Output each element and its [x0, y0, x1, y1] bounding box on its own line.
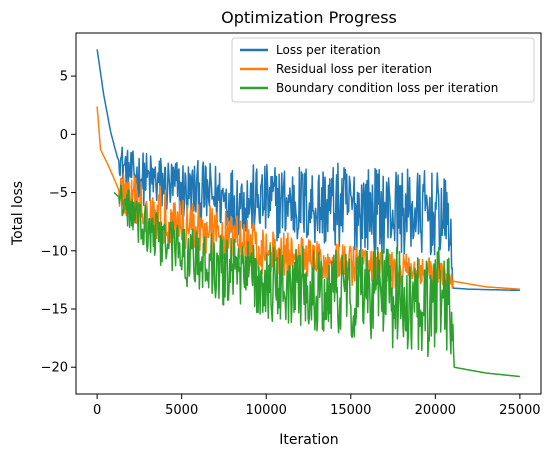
y-tick-label: 0 — [60, 128, 68, 143]
legend-entry: Loss per iteration — [276, 43, 381, 57]
y-tick-label: −10 — [41, 244, 68, 259]
legend: Loss per iteration Residual loss per iter… — [231, 37, 535, 103]
x-axis: 0 5000 10000 15000 20000 25000 — [93, 394, 541, 418]
x-tick-label: 20000 — [415, 403, 456, 418]
x-tick-label: 0 — [93, 403, 101, 418]
legend-entry: Boundary condition loss per iteration — [276, 81, 498, 95]
x-tick-label: 15000 — [330, 403, 371, 418]
legend-box — [231, 37, 535, 103]
y-tick-label: −5 — [49, 186, 68, 201]
series-line-3 — [113, 184, 520, 378]
plot-frame — [75, 32, 542, 395]
y-tick-label: −15 — [41, 302, 68, 317]
y-tick-label: 5 — [60, 70, 68, 85]
y-axis-label: Total loss — [10, 181, 26, 246]
legend-entry: Residual loss per iteration — [276, 62, 432, 76]
x-tick-label: 25000 — [499, 403, 540, 418]
y-axis: 5 0 −5 −10 −15 −20 — [41, 70, 76, 376]
x-tick-label: 10000 — [246, 403, 287, 418]
series-layer — [96, 49, 521, 378]
series-line-1 — [96, 49, 521, 292]
x-axis-label: Iteration — [279, 432, 338, 448]
x-tick-label: 5000 — [165, 403, 198, 418]
y-tick-label: −20 — [41, 361, 68, 376]
chart-title: Optimization Progress — [221, 8, 397, 27]
